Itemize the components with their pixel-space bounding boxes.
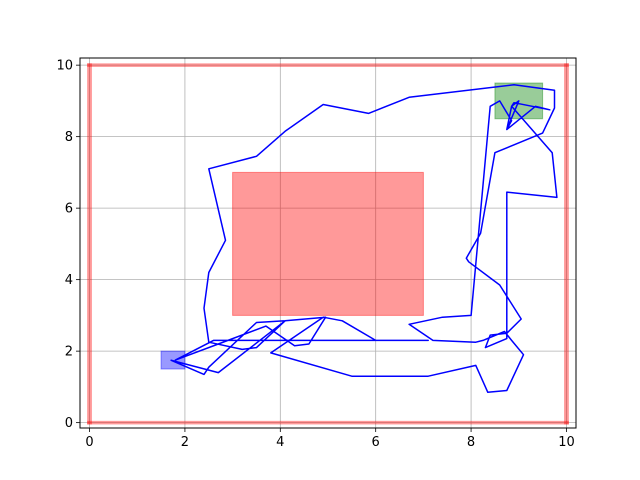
y-tick-label: 2 [65, 345, 73, 360]
y-axis: 0 2 4 6 8 10 [56, 59, 80, 431]
wall [87, 63, 569, 67]
y-tick-label: 6 [65, 202, 73, 217]
x-tick-label: 2 [181, 435, 189, 450]
wall [564, 63, 569, 425]
x-tick-label: 10 [558, 435, 575, 450]
path-line [170, 84, 558, 394]
x-tick-label: 8 [467, 435, 475, 450]
y-tick-label: 10 [56, 59, 73, 74]
x-axis: 0 2 4 6 8 10 [85, 428, 575, 450]
x-tick-label: 0 [85, 435, 93, 450]
x-tick-label: 6 [372, 435, 380, 450]
wall [87, 420, 569, 425]
plot-area [80, 58, 576, 428]
y-tick-label: 8 [65, 130, 73, 145]
x-tick-label: 4 [276, 435, 284, 450]
obstacle-region [232, 171, 424, 316]
y-tick-label: 4 [65, 273, 73, 288]
axes-frame [79, 57, 577, 429]
wall [87, 63, 92, 425]
y-tick-label: 0 [65, 416, 73, 431]
grid [80, 58, 576, 428]
walls [87, 63, 569, 425]
